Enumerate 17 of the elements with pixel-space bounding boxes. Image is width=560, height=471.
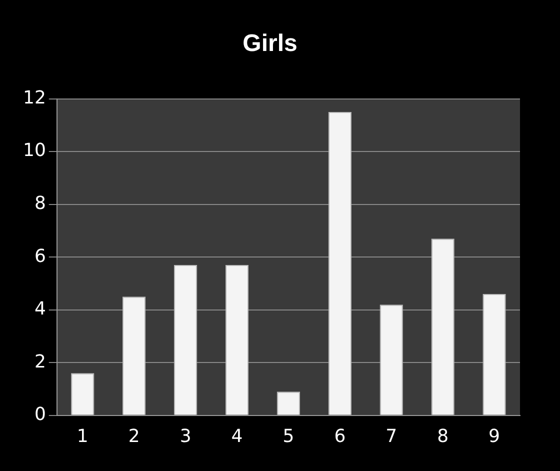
y-tick-label: 10 <box>23 140 46 162</box>
x-tick-label: 6 <box>334 426 346 447</box>
x-tick-label: 3 <box>180 426 192 447</box>
x-tick-label: 2 <box>128 426 140 447</box>
y-tick-label: 0 <box>34 404 46 426</box>
y-tick-label: 2 <box>34 351 46 372</box>
x-tick-label: 5 <box>282 426 294 447</box>
x-tick-label: 9 <box>488 426 500 447</box>
x-tick-label: 8 <box>437 426 449 447</box>
x-tick-label: 7 <box>386 426 398 447</box>
x-tick-label: 1 <box>76 426 88 447</box>
chart-title: Girls <box>242 30 298 58</box>
y-tick-label: 8 <box>34 193 46 214</box>
y-tick-label: 6 <box>34 246 46 267</box>
y-tick-label: 12 <box>23 87 46 108</box>
x-tick-label: 4 <box>231 426 243 447</box>
y-tick-label: 4 <box>34 298 46 320</box>
